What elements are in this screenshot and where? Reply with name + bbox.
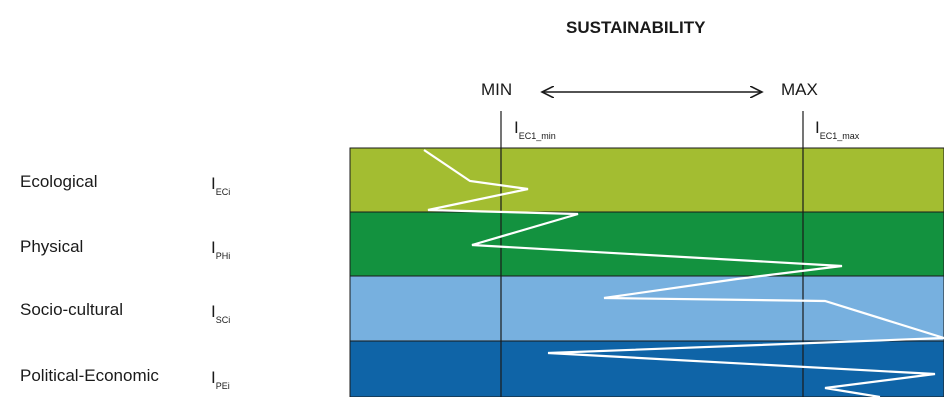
row-label-political-economic: Political-Economic (20, 366, 159, 385)
diagram-title: SUSTAINABILITY (566, 18, 706, 37)
indicator-political-economic: IPEi (211, 368, 230, 391)
threshold-max-label: IEC1_max (815, 118, 859, 141)
band-physical (349, 211, 944, 277)
indicator-physical-sub: PHi (215, 251, 231, 261)
indicator-political-economic-main: I (211, 368, 216, 387)
indicator-socio-cultural-sub: SCi (215, 315, 231, 325)
indicator-socio-cultural: ISCi (211, 302, 230, 325)
threshold-min-main: I (514, 118, 519, 137)
row-label-socio-cultural: Socio-cultural (20, 300, 123, 319)
indicator-socio-cultural-main: I (211, 302, 216, 321)
indicator-ecological-sub: ECi (215, 187, 231, 197)
indicator-ecological: IECi (211, 174, 230, 197)
threshold-min-sub: EC1_min (518, 131, 556, 141)
threshold-min-label: IEC1_min (514, 118, 556, 141)
scale-min-label: MIN (481, 80, 513, 99)
band-socio-cultural (349, 275, 944, 342)
row-label-ecological: Ecological (20, 172, 98, 191)
indicator-physical-main: I (211, 238, 216, 257)
indicator-ecological-main: I (211, 174, 216, 193)
row-label-physical: Physical (20, 237, 84, 256)
threshold-max-main: I (815, 118, 820, 137)
threshold-max-sub: EC1_max (819, 131, 860, 141)
indicator-political-economic-sub: PEi (215, 381, 230, 391)
indicator-physical: IPHi (211, 238, 230, 261)
band-ecological (349, 147, 944, 213)
sustainability-profile-line (423, 149, 944, 397)
scale-max-label: MAX (781, 80, 818, 99)
